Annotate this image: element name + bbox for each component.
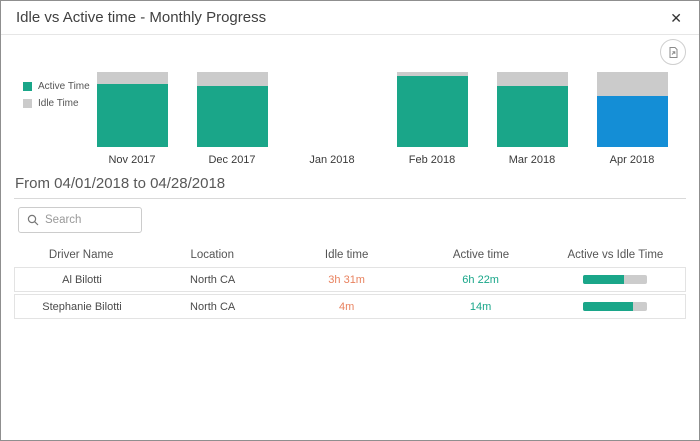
bar-stack[interactable] (496, 72, 568, 147)
dialog-content: Active Time Idle Time Nov 2017 Dec 2017 Jan… (1, 35, 699, 319)
bar-segment-idle (596, 72, 668, 96)
bar-segment-active (96, 84, 168, 147)
table-row[interactable]: Stephanie Bilotti North CA 4m 14m (14, 294, 686, 319)
cell-active-vs-idle (544, 275, 685, 284)
legend-swatch (23, 99, 32, 108)
cell-idle-time: 3h 31m (328, 273, 365, 286)
month-label: Dec 2017 (208, 154, 256, 166)
bar-column: Feb 2018 (382, 72, 482, 166)
close-icon: ✕ (670, 9, 682, 26)
dialog-title: Idle vs Active time - Monthly Progress (16, 9, 267, 26)
chart-legend: Active Time Idle Time (23, 81, 90, 115)
bar-column: Jan 2018 (282, 72, 382, 166)
legend-item: Active Time (23, 81, 90, 92)
bar-segment-active (496, 86, 568, 147)
cell-driver-name: Al Bilotti (62, 273, 102, 286)
close-button[interactable]: ✕ (668, 9, 684, 27)
progress-track (582, 275, 647, 284)
cell-location: North CA (190, 273, 236, 286)
legend-label: Idle Time (38, 98, 79, 109)
bar-segment-active (396, 75, 468, 147)
bar-segment-idle (196, 72, 268, 87)
column-header: Location (190, 249, 234, 261)
drivers-table: Driver Name Location Idle time Active time A… (14, 243, 686, 319)
bar-segment-active (596, 96, 668, 147)
bar-column: Nov 2017 (82, 72, 182, 166)
cell-location: North CA (190, 300, 236, 313)
period-heading: From 04/01/2018 to 04/28/2018 (15, 175, 226, 192)
column-header: Active vs Idle Time (567, 249, 664, 261)
column-header: Idle time (324, 249, 369, 261)
legend-label: Active Time (38, 81, 90, 92)
column-header: Driver Name (48, 249, 114, 261)
month-label: Mar 2018 (508, 154, 556, 166)
bar-stack[interactable] (96, 72, 168, 147)
search-input[interactable] (45, 214, 133, 226)
progress-fill (582, 302, 633, 311)
bar-column: Apr 2018 (582, 72, 682, 166)
bar-stack[interactable] (596, 72, 668, 147)
bar-segment-idle (396, 72, 468, 76)
table-header-row: Driver Name Location Idle time Active time A… (14, 243, 686, 267)
legend-swatch (23, 82, 32, 91)
search-box (18, 207, 142, 233)
table-row[interactable]: Al Bilotti North CA 3h 31m 6h 22m (14, 267, 686, 292)
section-divider (14, 198, 686, 199)
cell-active-time: 6h 22m (462, 273, 499, 286)
monthly-bar-chart: Active Time Idle Time Nov 2017 Dec 2017 Jan… (1, 35, 699, 169)
month-label: Feb 2018 (408, 154, 456, 166)
search-icon (27, 214, 39, 226)
bar-segment-active (196, 86, 268, 147)
export-button[interactable] (660, 39, 686, 65)
month-label: Apr 2018 (609, 154, 655, 166)
cell-active-time: 14m (469, 300, 492, 313)
bar-column: Dec 2017 (182, 72, 282, 166)
bar-column: Mar 2018 (482, 72, 582, 166)
dialog-titlebar: Idle vs Active time - Monthly Progress ✕ (1, 1, 699, 35)
cell-idle-time: 4m (339, 300, 355, 313)
progress-track (582, 302, 647, 311)
bar-segment-idle (496, 72, 568, 87)
chart-bars: Nov 2017 Dec 2017 Jan 2018 Feb 2018 Mar 2018… (82, 72, 682, 166)
month-label: Nov 2017 (108, 154, 156, 166)
bar-stack[interactable] (196, 72, 268, 147)
bar-segment-idle (96, 72, 168, 84)
table-body: Al Bilotti North CA 3h 31m 6h 22m Stephanie … (14, 267, 686, 319)
bar-stack[interactable] (297, 72, 368, 147)
export-report-icon (667, 46, 680, 59)
month-label: Jan 2018 (309, 154, 355, 166)
cell-driver-name: Stephanie Bilotti (42, 300, 122, 313)
column-header: Active time (452, 249, 510, 261)
progress-fill (582, 275, 624, 284)
legend-item: Idle Time (23, 98, 90, 109)
cell-active-vs-idle (544, 302, 685, 311)
bar-stack[interactable] (396, 72, 468, 147)
